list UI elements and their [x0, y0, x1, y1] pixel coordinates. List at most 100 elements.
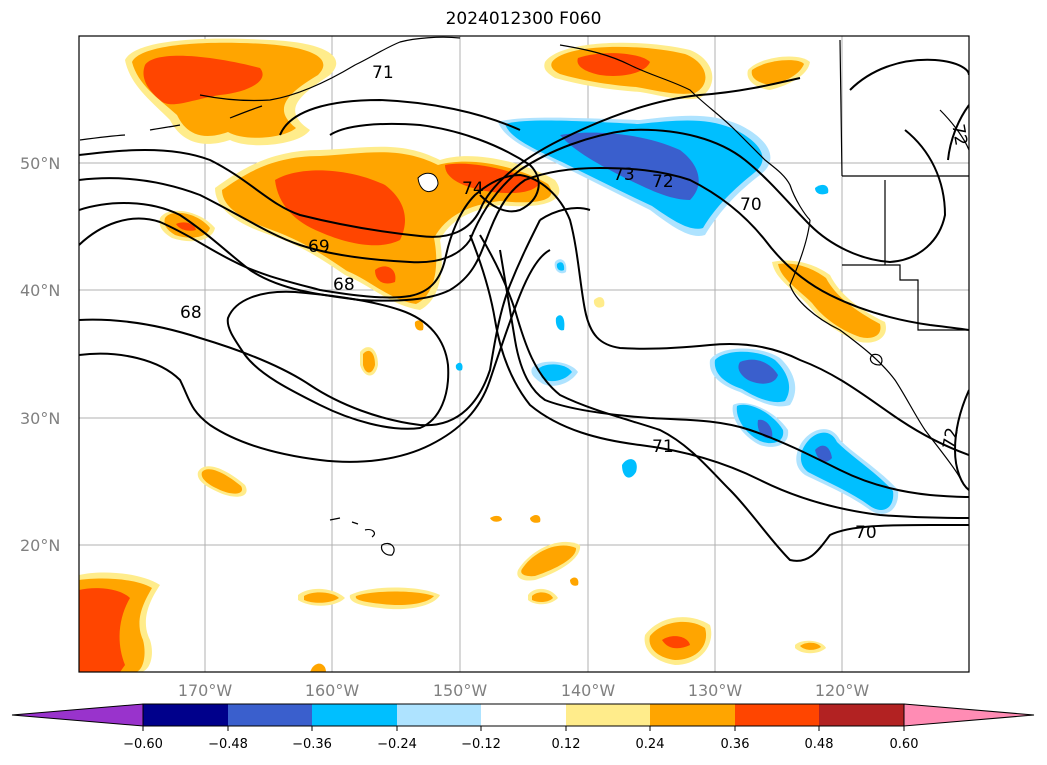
shade-neg-sw-blue [815, 445, 832, 462]
shade-neg-s6 [815, 184, 829, 195]
colorbar-frame [142, 703, 905, 727]
shade-west-small-red [176, 222, 196, 231]
coast-hawaii [329, 517, 395, 556]
colorbar-tick-label: −0.24 [377, 737, 417, 752]
shade-calcoast-or [778, 263, 881, 338]
contour-1 [79, 58, 969, 238]
colorbar-segment [819, 704, 904, 726]
colorbar-segment [735, 704, 819, 726]
colorbar-tick-label: 0.24 [636, 737, 665, 752]
colorbar-segment [397, 704, 481, 726]
contour-label: 69 [308, 237, 330, 257]
lon-label-140w: 140°W [561, 681, 616, 700]
contour-6 [79, 249, 551, 463]
coast-canada [839, 39, 969, 177]
lat-label-30n: 30°N [20, 409, 60, 428]
shade-st-10-or [800, 642, 821, 650]
colorbar: −0.60 −0.48 −0.36 −0.24 −0.12 0.12 0.24 … [11, 703, 1035, 752]
contour-label: 73 [613, 165, 635, 185]
contour-label-group: 71 74 73 72 70 69 68 68 71 70 72 72 [180, 63, 970, 543]
shade-small-1-or [363, 350, 375, 373]
colorbar-tick-label: 0.48 [805, 737, 834, 752]
lon-label-160w: 160°W [305, 681, 360, 700]
contour-9 [279, 98, 521, 136]
contour-label: 70 [855, 523, 877, 543]
lon-label-130w: 130°W [688, 681, 743, 700]
contour-label: 70 [740, 195, 762, 215]
coastlines [79, 36, 969, 556]
border-us [842, 175, 969, 331]
colorbar-tick-label: −0.60 [123, 737, 163, 752]
coast-alaska [199, 36, 811, 221]
lon-label-170w: 170°W [178, 681, 233, 700]
shade-st-2-or [521, 545, 577, 577]
contour-label: 72 [939, 426, 962, 451]
shade-neg-s1-cyan [538, 364, 572, 382]
contour-12 [479, 234, 969, 562]
shade-neg-s5 [455, 362, 463, 371]
map-title: 2024012300 F060 [445, 9, 602, 29]
shade-nw-top-red [143, 55, 263, 105]
contour-label: 71 [652, 437, 674, 457]
colorbar-segment [566, 704, 650, 726]
contour-label: 71 [372, 63, 394, 83]
coast-westus [789, 219, 961, 479]
colorbar-extend-low [11, 703, 144, 727]
shade-st-1-or [201, 469, 243, 494]
colorbar-tick-label: 0.60 [890, 737, 919, 752]
lat-label-40n: 40°N [20, 281, 60, 300]
shade-central-red [275, 170, 405, 246]
colorbar-tick-label: −0.36 [292, 737, 332, 752]
colorbar-extend-high [903, 703, 1035, 727]
shade-neg-s2-cyan [556, 262, 565, 271]
colorbar-segment [228, 704, 312, 726]
height-contours [79, 58, 969, 562]
shade-st-11 [310, 663, 326, 672]
shade-st-4-or [355, 591, 434, 606]
shade-st-9-red [662, 636, 690, 649]
shade-st-6 [490, 515, 502, 522]
colorbar-tick-label: −0.12 [461, 737, 501, 752]
shade-neg-s4 [622, 459, 637, 478]
lat-label-50n: 50°N [20, 154, 60, 173]
shade-st-3-or [304, 592, 339, 603]
colorbar-segment [650, 704, 735, 726]
lat-label-20n: 20°N [20, 536, 60, 555]
shade-neg-s3 [555, 315, 565, 331]
colorbar-segment [143, 704, 228, 726]
contour-label: 72 [947, 123, 970, 148]
shade-neg-sw-cyan [800, 432, 894, 510]
shade-st-8 [570, 577, 579, 586]
contour-label: 72 [652, 172, 674, 192]
contour-7 [226, 290, 450, 430]
contour-label: 74 [462, 179, 484, 199]
map-panel: 71 74 73 72 70 69 68 68 71 70 72 72 [79, 36, 970, 672]
shade-sw-red [79, 588, 130, 672]
contour-label: 68 [333, 275, 355, 295]
colorbar-tick-label: −0.48 [208, 737, 248, 752]
contour-11 [499, 249, 969, 498]
colorbar-segment [312, 704, 397, 726]
shade-neg-goa-blue [560, 132, 699, 200]
shade-small-2 [414, 320, 424, 331]
colorbar-tick-label: 0.36 [721, 737, 750, 752]
shade-central-red3 [375, 266, 396, 284]
negative-anomaly-shading [455, 115, 899, 514]
positive-anomaly-shading [79, 38, 886, 672]
coast-baja [869, 353, 883, 366]
contour-10 [469, 234, 969, 519]
contour-14 [947, 104, 969, 161]
shade-st-5-or [532, 592, 553, 603]
colorbar-ticks [142, 726, 905, 731]
contour-13 [953, 389, 969, 491]
coast-aleutians [79, 105, 263, 141]
contour-4 [79, 173, 969, 456]
contour-8 [329, 122, 540, 213]
shade-tr-small-or [751, 60, 804, 85]
lon-label-150w: 150°W [433, 681, 488, 700]
shade-goa-red [577, 53, 650, 76]
shade-small-3 [593, 297, 605, 308]
map-frame [78, 35, 970, 673]
colorbar-tick-label: 0.12 [552, 737, 581, 752]
